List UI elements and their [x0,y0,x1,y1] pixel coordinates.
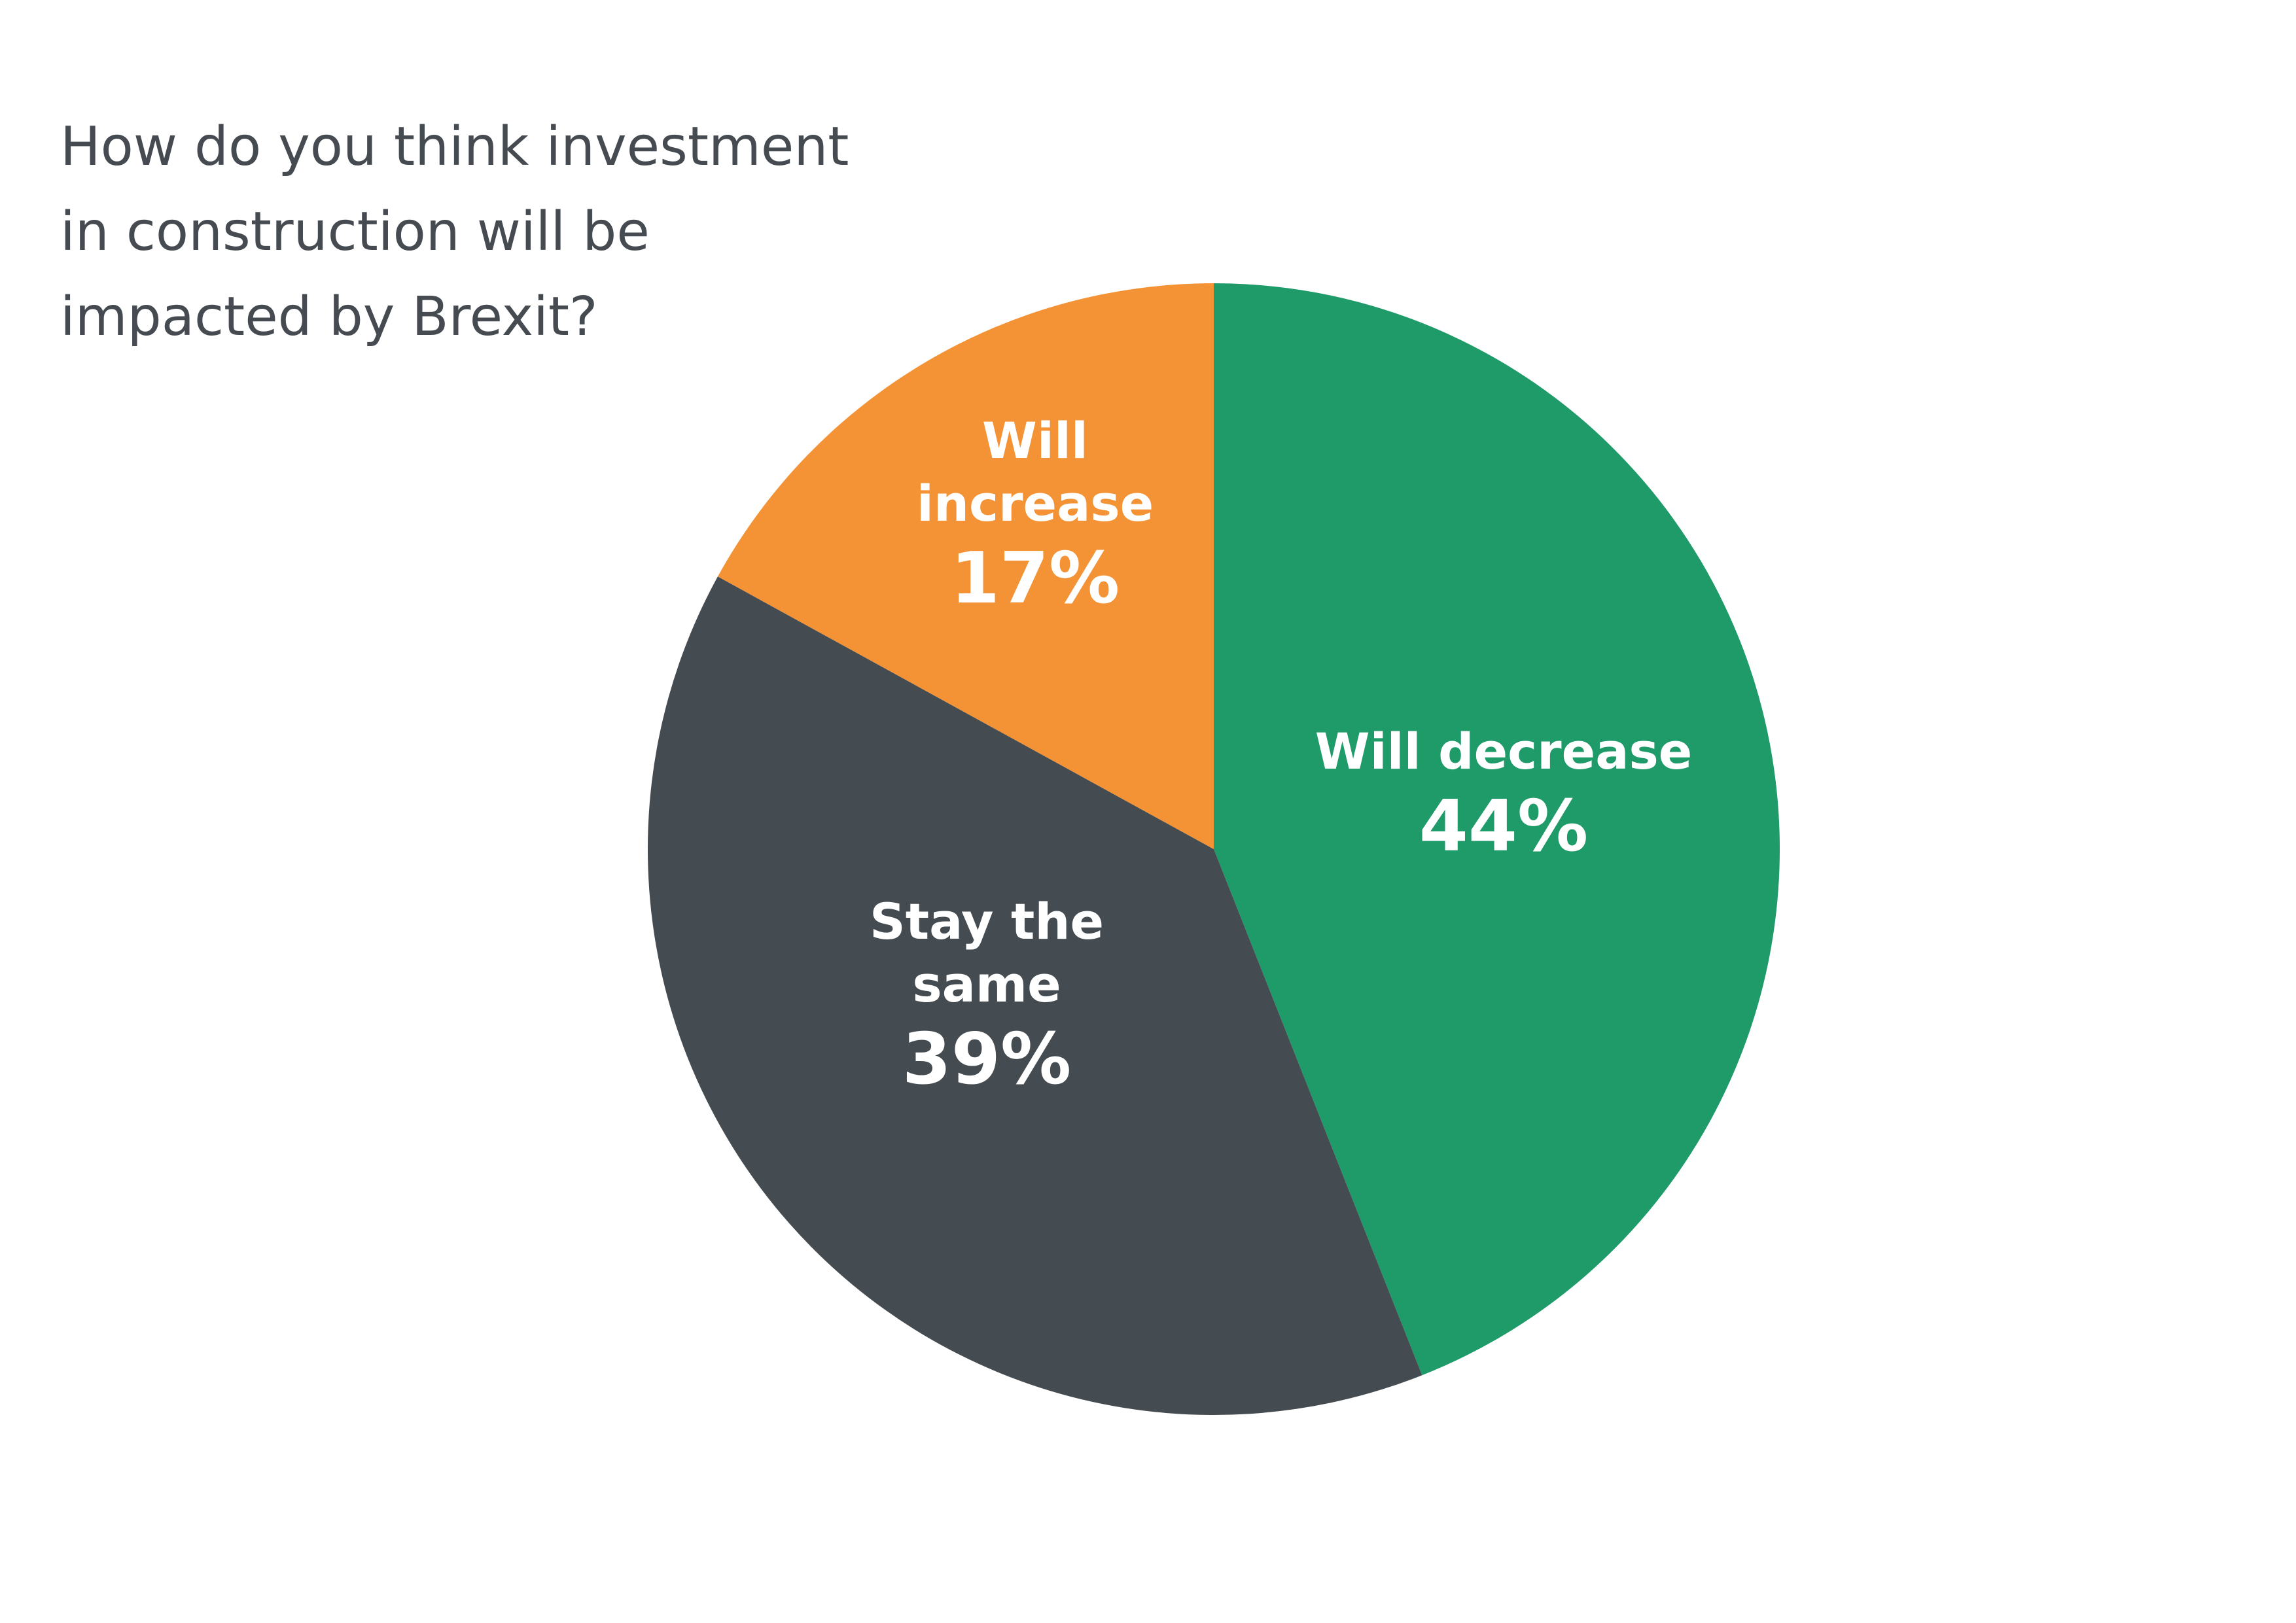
pie-slice [647,576,1422,1416]
slice-value-label: 17% [951,538,1120,620]
slice-label: increase [917,474,1154,532]
slice-label: Will decrease [1315,722,1693,780]
slice-label: Will [982,411,1088,470]
chart-title-line: impacted by Brexit? [60,286,598,348]
slice-value-label: 44% [1419,786,1589,867]
slice-label: same [912,955,1061,1013]
chart-title-line: How do you think investment [60,116,849,178]
pie-slice [1214,283,1780,1376]
chart-title: How do you think investment in construct… [60,105,976,360]
pie-slice [717,283,1214,849]
slice-label: Stay the [870,892,1104,951]
pie-slices [647,283,1780,1416]
slice-value-label: 39% [902,1019,1072,1100]
chart-title-line: in construction will be [60,201,650,263]
